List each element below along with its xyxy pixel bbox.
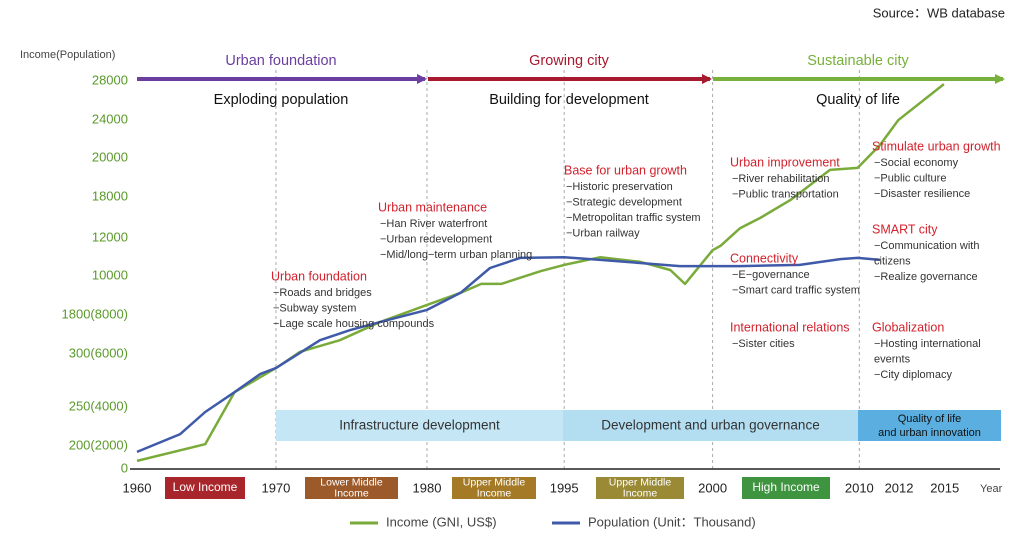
annotation-title: Globalization [872, 320, 944, 334]
income-box [165, 477, 245, 499]
annotation-item: −Public transportation [732, 188, 839, 200]
phase-subtitle: Quality of life [816, 92, 900, 108]
annotation-item: −Smart card traffic system [732, 284, 860, 296]
x-tick-label: 1970 [261, 480, 290, 495]
y-tick-label: 18000 [92, 188, 128, 203]
phase-title: Growing city [529, 53, 610, 69]
annotation-item: −Public culture [874, 172, 946, 184]
band-label: and urban innovation [878, 427, 981, 439]
annotation-title: Urban foundation [271, 269, 367, 283]
annotation-item: −Strategic development [566, 196, 682, 208]
income-label: Upper Middle [609, 476, 672, 488]
x-tick-label: 2000 [698, 480, 727, 495]
y-tick-label: 1800(8000) [62, 306, 129, 321]
income-label: Income [623, 487, 658, 499]
annotation-item: −Urban railway [566, 227, 640, 239]
band-label: Development and urban governance [601, 418, 819, 433]
y-axis-label: Income(Population) [20, 49, 115, 61]
annotation-item: −Realize governance [874, 271, 978, 283]
annotation-item: −Mid/long−term urban planning [380, 249, 532, 261]
y-tick-label: 250(4000) [69, 398, 128, 413]
y-tick-label: 200(2000) [69, 438, 128, 453]
y-tick-label: 300(6000) [69, 346, 128, 361]
income-label: Low Income [173, 480, 238, 494]
annotation-item: −River rehabilitation [732, 173, 830, 185]
x-tick-label: 2015 [930, 480, 959, 495]
annotation-title: International relations [730, 320, 850, 334]
annotation-title: Urban maintenance [378, 200, 487, 214]
annotation-title: SMART city [872, 222, 938, 236]
annotation-item: −Roads and bridges [273, 287, 372, 299]
annotation-item: −Sister cities [732, 338, 795, 350]
x-tick-label: 2010 [845, 480, 874, 495]
annotation-item: −Metropolitan traffic system [566, 212, 701, 224]
y-tick-label: 20000 [92, 149, 128, 164]
band [563, 410, 858, 441]
band-label: Quality of life [898, 413, 962, 425]
legend-label: Population (Unit：Thousand) [588, 514, 756, 529]
x-axis-label: Year [980, 483, 1003, 495]
annotation-item: −Lage scale housing compounds [273, 318, 435, 330]
annotation-item: −Han River waterfront [380, 218, 487, 230]
income-label: Lower Middle [320, 476, 383, 488]
income-box [452, 477, 536, 499]
x-tick-label: 1980 [413, 480, 442, 495]
annotation-item: −Social economy [874, 157, 959, 169]
annotation-item: −City diplomacy [874, 369, 952, 381]
income-box [305, 477, 398, 499]
y-tick-label: 0 [121, 460, 128, 475]
phase-subtitle: Building for development [489, 92, 649, 108]
phase-title: Sustainable city [807, 53, 909, 69]
income-box [742, 477, 830, 499]
band-label: Infrastructure development [339, 418, 500, 433]
income-label: Upper Middle [463, 476, 526, 488]
annotation-item: evernts [874, 353, 911, 365]
annotation-title: Urban improvement [730, 155, 840, 169]
y-tick-label: 28000 [92, 72, 128, 87]
income-box [596, 477, 684, 499]
x-tick-label: 1995 [550, 480, 579, 495]
annotation-item: −Historic preservation [566, 181, 673, 193]
annotation-item: citizens [874, 255, 911, 267]
annotation-item: −Communication with [874, 240, 979, 252]
income-label: Income [477, 487, 512, 499]
x-tick-label: 1960 [123, 480, 152, 495]
y-tick-label: 24000 [92, 112, 128, 127]
legend-label: Income (GNI, US$) [386, 514, 497, 529]
source: Source：WB database [873, 5, 1005, 20]
annotation-title: Base for urban growth [564, 163, 687, 177]
income-label: High Income [752, 480, 820, 494]
x-tick-label: 2012 [885, 480, 914, 495]
y-tick-label: 10000 [92, 268, 128, 283]
income-label: Income [334, 487, 369, 499]
annotation-item: −E−governance [732, 269, 810, 281]
series-line [136, 83, 945, 463]
band [276, 410, 563, 441]
annotation-item: −Disaster resilience [874, 188, 970, 200]
series-line [136, 255, 881, 454]
phase-title: Urban foundation [225, 53, 336, 69]
annotation-title: Stimulate urban growth [872, 139, 1001, 153]
annotation-item: −Urban redevelopment [380, 233, 492, 245]
phase-subtitle: Exploding population [214, 92, 349, 108]
annotation-item: −Hosting international [874, 338, 981, 350]
y-tick-label: 12000 [92, 230, 128, 245]
annotation-title: Connectivity [730, 251, 799, 265]
band [858, 410, 1001, 441]
annotation-item: −Subway system [273, 302, 356, 314]
